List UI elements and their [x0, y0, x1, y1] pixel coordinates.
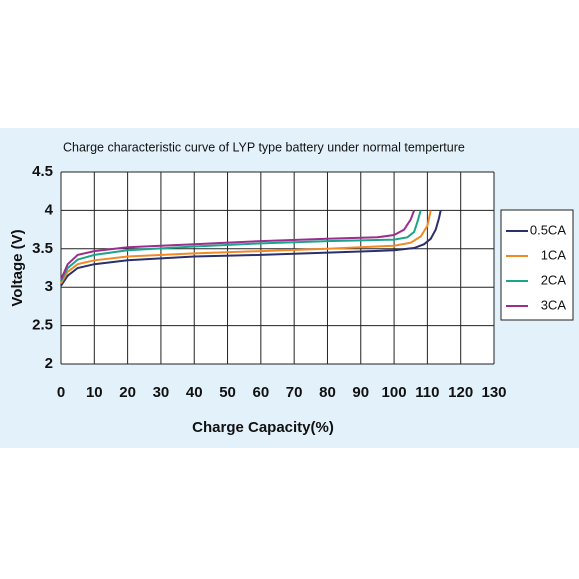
y-tick-label: 3.5: [32, 240, 53, 257]
chart-title: Charge characteristic curve of LYP type …: [63, 140, 465, 154]
y-tick-label: 2.5: [32, 317, 53, 334]
x-tick-label: 10: [86, 384, 103, 401]
x-tick-label: 80: [319, 384, 336, 401]
legend-label: 0.5CA: [530, 222, 566, 237]
x-tick-label: 70: [286, 384, 303, 401]
legend-frame: [500, 209, 574, 321]
x-tick-label: 30: [153, 384, 170, 401]
x-tick-label: 100: [382, 384, 407, 401]
x-tick-label: 90: [352, 384, 369, 401]
x-tick-label: 40: [186, 384, 203, 401]
x-tick-label: 50: [219, 384, 236, 401]
x-tick-label: 120: [448, 384, 473, 401]
x-axis-label: Charge Capacity(%): [192, 419, 334, 436]
plot-area: [61, 172, 494, 364]
x-tick-label: 130: [481, 384, 506, 401]
series-line: [60, 210, 442, 287]
y-axis-label: Voltage (V): [9, 229, 26, 306]
y-tick-label: 3: [45, 278, 53, 295]
series-line: [60, 210, 416, 280]
y-tick-label: 2: [45, 355, 53, 372]
y-tick-label: 4: [45, 201, 54, 218]
series-line: [60, 210, 432, 284]
x-tick-label: 0: [57, 384, 65, 401]
legend-label: 3CA: [541, 297, 567, 312]
x-tick-label: 110: [415, 384, 439, 401]
y-tick-label: 4.5: [32, 163, 53, 180]
x-tick-label: 60: [253, 384, 270, 401]
series-line: [60, 210, 422, 282]
x-tick-label: 20: [119, 384, 136, 401]
legend-label: 1CA: [541, 247, 567, 262]
legend-label: 2CA: [541, 272, 567, 287]
